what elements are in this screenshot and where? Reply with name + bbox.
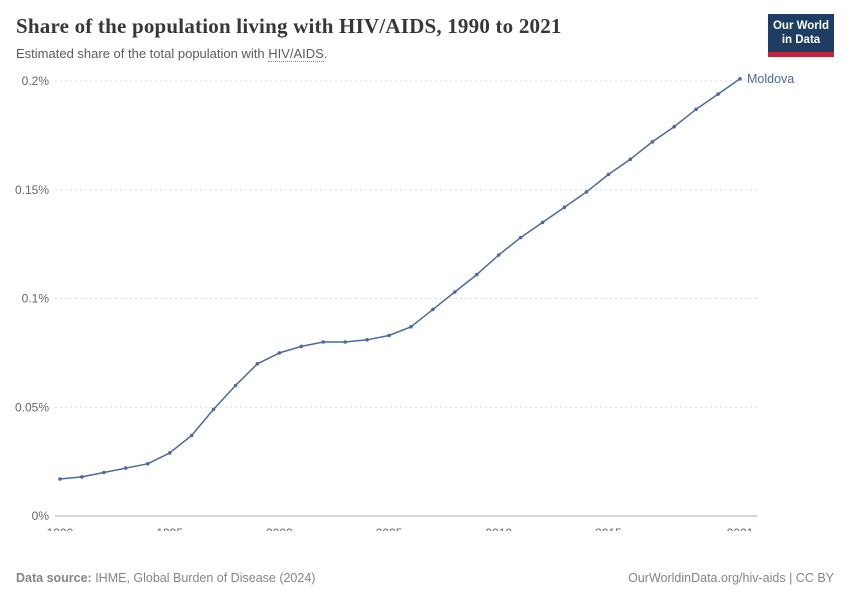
data-point[interactable]	[650, 140, 655, 144]
data-point[interactable]	[387, 333, 391, 338]
x-tick-label: 2010	[485, 526, 512, 531]
data-point[interactable]	[606, 172, 611, 177]
data-point[interactable]	[189, 433, 194, 438]
chart-header: Share of the population living with HIV/…	[0, 0, 850, 62]
owid-logo[interactable]: Our World in Data	[768, 14, 834, 57]
x-tick-label: 1990	[47, 526, 74, 531]
data-point[interactable]	[738, 77, 742, 81]
line-chart[interactable]: 0% 0.05% 0.1% 0.15% 0.2% 1990 1995 2000 2005 2010…	[0, 61, 850, 531]
data-point[interactable]	[167, 451, 172, 455]
data-point[interactable]	[255, 362, 260, 366]
data-point[interactable]	[58, 477, 62, 481]
y-tick-label: 0.1%	[22, 292, 50, 306]
data-line[interactable]	[59, 78, 741, 480]
data-point[interactable]	[672, 124, 676, 129]
data-point[interactable]	[343, 340, 348, 344]
data-point[interactable]	[409, 325, 413, 329]
chart-subtitle: Estimated share of the total population …	[16, 46, 562, 62]
data-point[interactable]	[233, 383, 238, 388]
chart-header-titles: Share of the population living with HIV/…	[16, 14, 562, 62]
x-tick-label: 2021	[727, 526, 754, 531]
data-point[interactable]	[496, 253, 501, 257]
chart-title: Share of the population living with HIV/…	[16, 14, 562, 38]
data-point[interactable]	[628, 157, 633, 162]
owid-logo-line1: Our World	[772, 20, 829, 32]
data-point[interactable]	[102, 470, 106, 475]
data-point[interactable]	[299, 344, 304, 349]
data-point[interactable]	[562, 205, 567, 209]
data-point[interactable]	[80, 475, 84, 479]
data-point[interactable]	[694, 107, 698, 112]
data-point[interactable]	[453, 290, 457, 294]
y-tick-label: 0.2%	[22, 74, 50, 88]
y-tick-label: 0.15%	[15, 183, 49, 197]
data-point[interactable]	[321, 340, 326, 344]
x-tick-label: 1995	[156, 526, 183, 531]
y-tick-label: 0%	[32, 509, 50, 523]
data-source-text: IHME, Global Burden of Disease (2024)	[91, 571, 316, 585]
data-point[interactable]	[475, 272, 479, 277]
subtitle-text: Estimated share of the total population …	[16, 46, 269, 61]
chart-footer: Data source: IHME, Global Burden of Dise…	[0, 571, 850, 600]
data-point[interactable]	[277, 351, 282, 355]
data-point[interactable]	[431, 307, 435, 312]
data-point[interactable]	[716, 92, 720, 96]
data-point[interactable]	[124, 466, 128, 470]
x-tick-label: 2015	[595, 526, 622, 531]
data-source: Data source: IHME, Global Burden of Dise…	[16, 571, 315, 585]
x-tick-label: 2000	[266, 526, 293, 531]
data-point[interactable]	[145, 462, 150, 466]
series-label[interactable]: Moldova	[747, 72, 794, 86]
data-source-label: Data source:	[16, 571, 92, 585]
owid-logo-line2: in Data	[781, 34, 821, 47]
data-point[interactable]	[365, 338, 369, 342]
data-point[interactable]	[518, 235, 523, 240]
hiv-aids-term-link[interactable]: HIV/AIDS	[268, 46, 324, 62]
y-tick-label: 0.05%	[15, 400, 49, 414]
data-point[interactable]	[211, 407, 216, 412]
x-tick-label: 2005	[376, 526, 403, 531]
data-point[interactable]	[584, 190, 589, 194]
subtitle-period: .	[323, 46, 328, 61]
data-point[interactable]	[540, 220, 545, 225]
owid-license-link[interactable]: OurWorldinData.org/hiv-aids | CC BY	[628, 571, 834, 585]
